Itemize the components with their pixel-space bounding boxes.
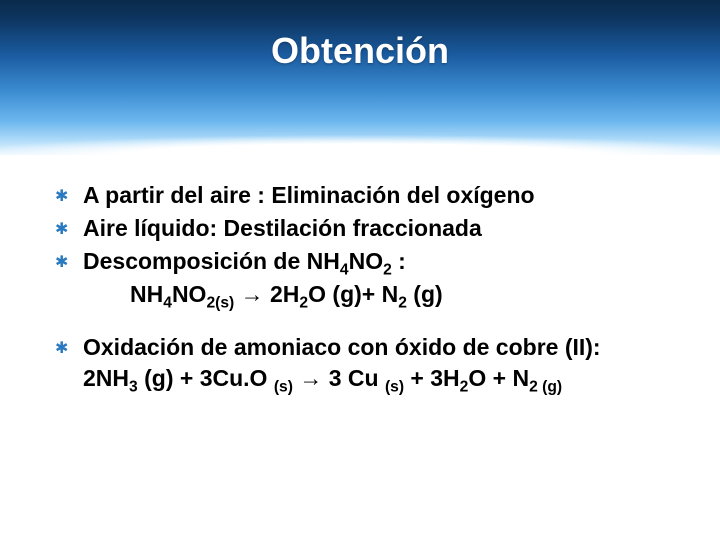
slide-body: ✱A partir del aire : Eliminación del oxí… [55,180,690,396]
asterisk-icon: ✱ [55,180,83,208]
bullet-item: ✱Descomposición de NH4NO2 : [55,246,690,277]
bullet-gap [55,310,690,332]
bullet-item: ✱A partir del aire : Eliminación del oxí… [55,180,690,211]
bullet-text: Aire líquido: Destilación fraccionada [83,213,690,244]
asterisk-icon: ✱ [55,246,83,274]
bullet-item: ✱Oxidación de amoniaco con óxido de cobr… [55,332,690,394]
bullet-text: A partir del aire : Eliminación del oxíg… [83,180,690,211]
bullet-item: ✱Aire líquido: Destilación fraccionada [55,213,690,244]
asterisk-icon: ✱ [55,213,83,241]
title-banner: Obtención [0,0,720,155]
slide-title: Obtención [0,30,720,72]
bullet-text: Descomposición de NH4NO2 : [83,246,690,277]
bullet-subline: NH4NO2(s) → 2H2O (g)+ N2 (g) [130,279,690,310]
bullet-text: Oxidación de amoniaco con óxido de cobre… [83,332,690,394]
asterisk-icon: ✱ [55,332,83,360]
